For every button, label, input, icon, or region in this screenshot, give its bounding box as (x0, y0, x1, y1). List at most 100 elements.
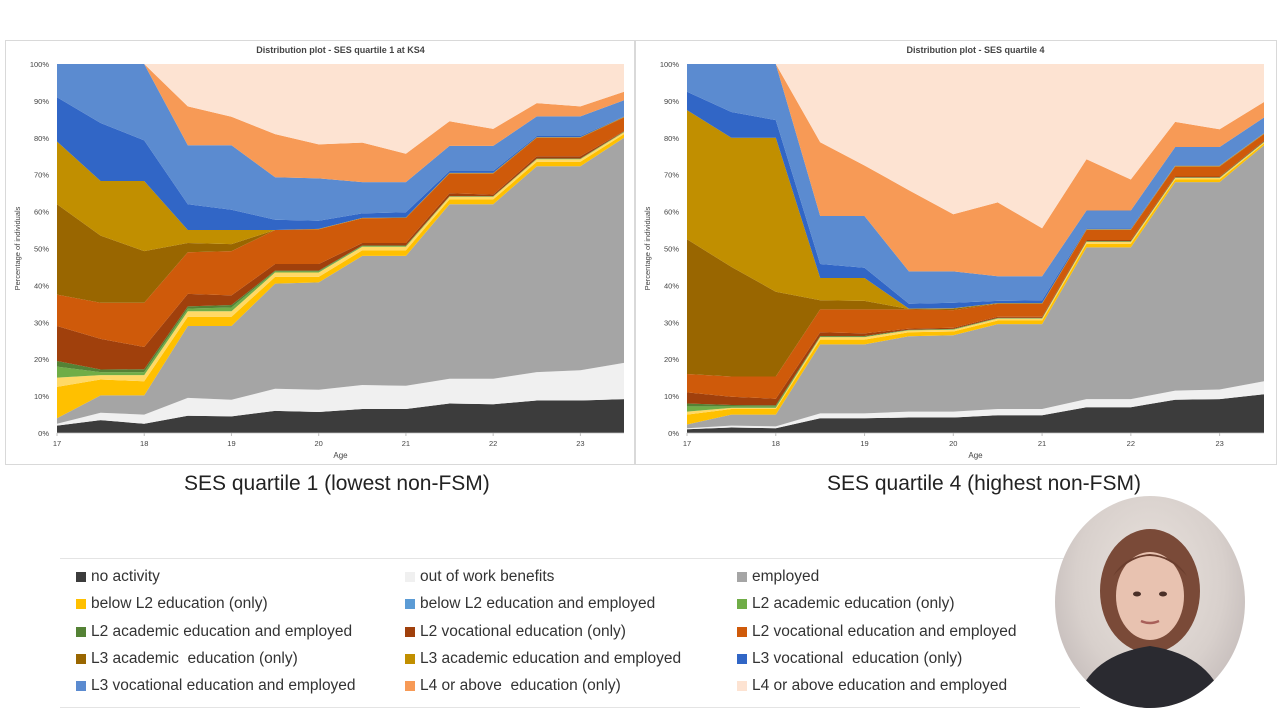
x-tick-label: 23 (576, 439, 584, 448)
x-tick-label: 22 (1127, 439, 1135, 448)
legend-label: L2 vocational education (only) (420, 623, 626, 640)
legend-item: L4 or above education and employed (737, 676, 1007, 696)
area-series-below-l2-education-and-employed (57, 132, 624, 387)
x-tick-label: 21 (402, 439, 410, 448)
chart-panel-q1: Distribution plot - SES quartile 1 at KS… (5, 40, 635, 465)
y-tick-label: 50% (664, 245, 679, 254)
y-tick-label: 10% (34, 392, 49, 401)
legend-label: L2 vocational education and employed (752, 623, 1017, 640)
y-tick-label: 90% (34, 97, 49, 106)
y-tick-label: 100% (30, 60, 50, 69)
y-tick-label: 0% (668, 429, 679, 438)
legend-swatch (737, 627, 747, 637)
chart-panel-q4: Distribution plot - SES quartile 4 0% 10% 2… (635, 40, 1277, 465)
legend-swatch (405, 681, 415, 691)
legend-swatch (737, 654, 747, 664)
y-tick-label: 20% (664, 355, 679, 364)
area-series-l2-vocational-education-and-employed (687, 134, 1264, 399)
legend-label: employed (752, 568, 820, 585)
legend-item: L3 academic education and employed (405, 649, 681, 669)
x-axis-label: Age (333, 451, 348, 460)
legend-item: L3 vocational education (only) (737, 649, 962, 669)
x-axis-label: Age (968, 451, 983, 460)
legend-item: below L2 education (only) (76, 594, 268, 614)
y-tick-label: 40% (34, 281, 49, 290)
y-axis-label: Percentage of individuals (13, 206, 22, 290)
presenter-webcam (1055, 496, 1245, 708)
y-tick-label: 80% (664, 134, 679, 143)
x-tick-label: 19 (860, 439, 868, 448)
legend-label: L3 vocational education and employed (91, 677, 356, 694)
area-series-l3-vocational-education-and-employed (687, 64, 1264, 304)
y-tick-label: 20% (34, 355, 49, 364)
legend-label: L3 vocational education (only) (752, 650, 963, 667)
legend-label: out of work benefits (420, 568, 555, 585)
legend-item: L2 academic education and employed (76, 622, 352, 642)
x-tick-label: 22 (489, 439, 497, 448)
x-tick-label: 21 (1038, 439, 1046, 448)
stacked-area-chart-q1: Distribution plot - SES quartile 1 at KS… (13, 45, 624, 460)
x-tick-label: 17 (683, 439, 691, 448)
area-series-l3-academic-education-only- (57, 117, 624, 303)
legend-item: L3 vocational education and employed (76, 676, 356, 696)
area-series-out-of-work-benefits (57, 362, 624, 426)
area-series-l2-vocational-education-and-employed (57, 117, 624, 347)
x-tick-label: 18 (140, 439, 148, 448)
legend-label: L4 or above education (only) (420, 677, 621, 694)
legend-swatch (737, 572, 747, 582)
caption-q1: SES quartile 1 (lowest non-FSM) (184, 472, 490, 495)
y-tick-label: 40% (664, 281, 679, 290)
area-series-l3-vocational-education-and-employed (57, 64, 624, 221)
y-tick-label: 60% (664, 208, 679, 217)
legend-item: L4 or above education (only) (405, 676, 621, 696)
area-series-employed (57, 137, 624, 424)
chart-title: Distribution plot - SES quartile 1 at KS… (256, 45, 425, 55)
y-tick-label: 100% (660, 60, 680, 69)
area-series-l3-academic-education-only- (687, 133, 1264, 377)
y-tick-label: 30% (34, 318, 49, 327)
legend-item: L2 vocational education and employed (737, 622, 1017, 642)
x-tick-label: 23 (1215, 439, 1223, 448)
stacked-area-chart-q4: Distribution plot - SES quartile 4 0% 10% 2… (643, 45, 1264, 460)
legend-label: L2 academic education and employed (91, 623, 353, 640)
area-series-l2-vocational-education-only- (57, 131, 624, 370)
x-tick-label: 19 (227, 439, 235, 448)
area-series-l4-or-above-education-only- (687, 64, 1264, 277)
y-tick-label: 80% (34, 134, 49, 143)
legend-item: below L2 education and employed (405, 594, 655, 614)
area-series-employed (687, 145, 1264, 429)
y-tick-label: 10% (664, 392, 679, 401)
legend-swatch (405, 654, 415, 664)
presenter-image (1075, 529, 1225, 708)
area-series-out-of-work-benefits (687, 381, 1264, 430)
legend-swatch (76, 599, 86, 609)
legend-swatch (405, 572, 415, 582)
legend-item: L2 academic education (only) (737, 594, 954, 614)
area-series-l4-or-above-education-and-employed (687, 64, 1264, 229)
legend-swatch (76, 654, 86, 664)
legend-swatch (405, 627, 415, 637)
legend-label: below L2 education and employed (420, 595, 656, 612)
y-tick-label: 50% (34, 245, 49, 254)
legend-label: L4 or above education and employed (752, 677, 1008, 694)
area-series-below-l2-education-only- (57, 134, 624, 419)
legend: no activity out of work benefits employed b… (60, 558, 1080, 708)
area-series-no-activity (687, 394, 1264, 433)
legend-item: employed (737, 567, 819, 587)
legend-item: L2 vocational education (only) (405, 622, 626, 642)
legend-label: L2 academic education (only) (752, 595, 955, 612)
legend-item: no activity (76, 567, 160, 587)
legend-item: out of work benefits (405, 567, 554, 587)
area-series-l4-or-above-education-only- (57, 64, 624, 183)
y-tick-label: 30% (664, 318, 679, 327)
legend-label: no activity (91, 568, 160, 585)
legend-label: below L2 education (only) (91, 595, 268, 612)
legend-swatch (737, 681, 747, 691)
chart-title: Distribution plot - SES quartile 4 (906, 45, 1044, 55)
legend-swatch (76, 627, 86, 637)
area-series-no-activity (57, 399, 624, 433)
legend-swatch (76, 681, 86, 691)
legend-swatch (737, 599, 747, 609)
legend-item: L3 academic education (only) (76, 649, 298, 669)
y-tick-label: 90% (664, 97, 679, 106)
